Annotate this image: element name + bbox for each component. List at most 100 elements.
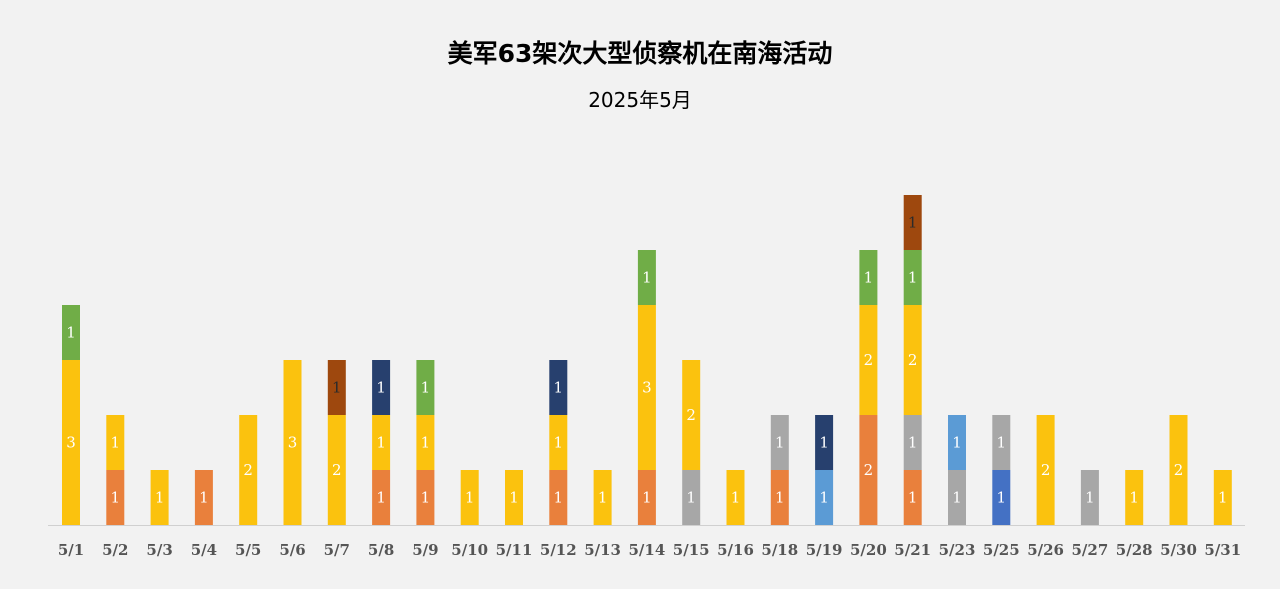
- x-tick-label: 5/27: [1072, 541, 1109, 559]
- bar-segment: [62, 360, 80, 525]
- data-label: 1: [66, 324, 76, 342]
- bar-segment: [549, 415, 568, 470]
- chart-subtitle: 2025年5月: [588, 88, 692, 112]
- bar-segment: [194, 470, 213, 525]
- data-label: 1: [819, 489, 829, 507]
- data-label: 1: [997, 489, 1007, 507]
- data-label: 1: [997, 434, 1007, 452]
- bar-segment: [637, 470, 656, 525]
- data-label: 1: [376, 379, 386, 397]
- bar-segment: [106, 415, 125, 470]
- bar-segment: [372, 470, 391, 525]
- data-label: 1: [376, 489, 386, 507]
- bar-segment: [815, 470, 834, 525]
- x-tick-label: 5/12: [540, 541, 577, 559]
- bar-segment: [948, 415, 966, 470]
- bar-segment: [903, 195, 922, 250]
- bar-segment: [859, 250, 878, 305]
- data-label: 1: [642, 269, 652, 287]
- bar-segment: [549, 470, 568, 525]
- bar-segment: [372, 415, 391, 470]
- bar-segment: [1080, 470, 1099, 525]
- x-tick-label: 5/3: [146, 541, 172, 559]
- data-label: 1: [642, 489, 652, 507]
- x-tick-label: 5/25: [983, 541, 1020, 559]
- data-label: 1: [1085, 489, 1095, 507]
- bar-segment: [549, 360, 568, 415]
- data-label: 1: [421, 489, 431, 507]
- data-label: 1: [775, 489, 785, 507]
- bar-segment: [859, 305, 878, 415]
- x-tick-label: 5/20: [850, 541, 887, 559]
- data-label: 1: [376, 434, 386, 452]
- data-label: 1: [465, 489, 475, 507]
- data-label: 1: [819, 434, 829, 452]
- data-label: 1: [908, 269, 918, 287]
- bar-segment: [637, 305, 656, 470]
- bar-segment: [992, 470, 1011, 525]
- bar-segment: [1125, 470, 1144, 525]
- data-label: 1: [952, 489, 962, 507]
- chart-title: 美军63架次大型侦察机在南海活动: [447, 39, 833, 68]
- data-label: 1: [554, 379, 564, 397]
- data-label: 2: [332, 461, 342, 479]
- bar-segment: [1036, 415, 1055, 525]
- data-label: 1: [421, 379, 431, 397]
- bar-segment: [815, 415, 834, 470]
- x-tick-label: 5/19: [806, 541, 843, 559]
- data-label: 1: [421, 434, 431, 452]
- data-label: 2: [908, 351, 918, 369]
- data-label: 1: [908, 489, 918, 507]
- bar-segment: [150, 470, 169, 525]
- bar-segment: [505, 470, 523, 525]
- x-tick-label: 5/23: [939, 541, 976, 559]
- bar-segment: [948, 470, 966, 525]
- data-label: 1: [731, 489, 741, 507]
- bar-segment: [416, 415, 435, 470]
- data-label: 3: [642, 379, 652, 397]
- data-label: 2: [1174, 461, 1184, 479]
- x-tick-label: 5/11: [496, 541, 533, 559]
- bar-segment: [239, 415, 258, 525]
- data-label: 1: [111, 489, 121, 507]
- bar-segment: [1169, 415, 1188, 525]
- data-label: 1: [332, 379, 342, 397]
- x-tick-label: 5/10: [451, 541, 488, 559]
- x-tick-label: 5/18: [761, 541, 798, 559]
- bar-segment: [593, 470, 612, 525]
- data-label: 1: [111, 434, 121, 452]
- data-label: 1: [155, 489, 165, 507]
- data-label: 1: [598, 489, 608, 507]
- x-tick-label: 5/21: [894, 541, 931, 559]
- bar-segment: [372, 360, 391, 415]
- x-tick-label: 5/26: [1027, 541, 1064, 559]
- bar-segment: [903, 250, 922, 305]
- bar-segment: [682, 470, 701, 525]
- x-tick-label: 5/28: [1116, 541, 1153, 559]
- data-label: 1: [775, 434, 785, 452]
- bar-segment: [62, 305, 80, 360]
- bar-segment: [637, 250, 656, 305]
- bar-segment: [327, 360, 346, 415]
- bar-segment: [327, 415, 346, 525]
- data-label: 1: [864, 269, 874, 287]
- x-tick-label: 5/6: [279, 541, 305, 559]
- data-label: 1: [908, 434, 918, 452]
- bar-segment: [106, 470, 125, 525]
- data-label: 1: [952, 434, 962, 452]
- x-tick-label: 5/5: [235, 541, 261, 559]
- x-tick-label: 5/7: [324, 541, 350, 559]
- data-label: 2: [1041, 461, 1051, 479]
- data-label: 1: [1218, 489, 1228, 507]
- bar-segment: [726, 470, 745, 525]
- data-label: 2: [243, 461, 253, 479]
- x-tick-label: 5/14: [629, 541, 666, 559]
- bar-segment: [283, 360, 302, 525]
- data-label: 3: [66, 434, 76, 452]
- x-tick-label: 5/1: [58, 541, 84, 559]
- bar-segment: [992, 415, 1011, 470]
- bar-segment: [416, 360, 435, 415]
- data-label: 3: [288, 434, 298, 452]
- bar-segment: [770, 470, 789, 525]
